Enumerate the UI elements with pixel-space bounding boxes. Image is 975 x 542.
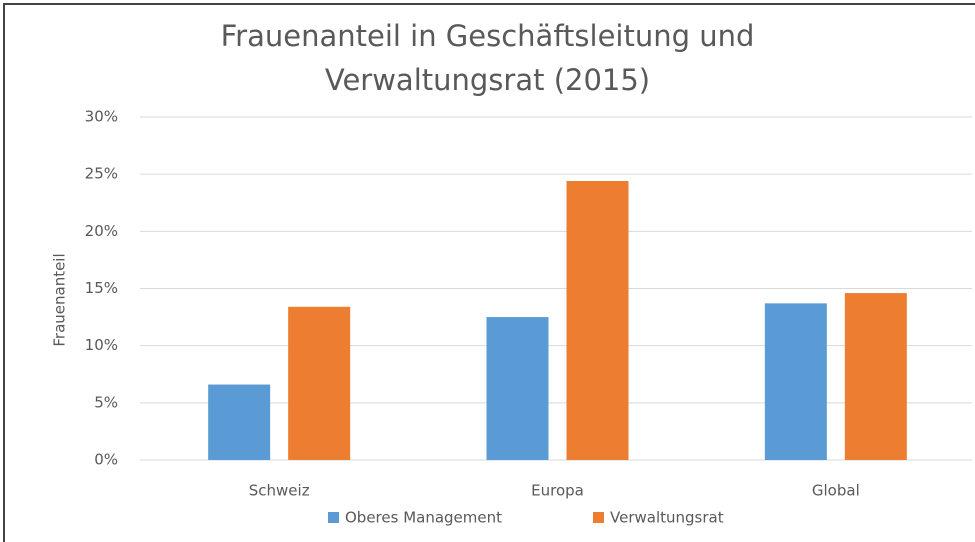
y-tick-label: 5% — [94, 393, 118, 411]
bar — [208, 384, 271, 460]
y-tick-label: 25% — [85, 165, 118, 183]
title-box: Frauenanteil in Geschäftsleitung und Ver… — [0, 14, 975, 102]
y-tick-label: 30% — [85, 108, 118, 126]
y-tick-label: 20% — [85, 222, 118, 240]
y-tick-label: 10% — [85, 336, 118, 354]
chart-title: Frauenanteil in Geschäftsleitung und Ver… — [220, 19, 755, 97]
legend-swatch — [593, 512, 604, 523]
frame — [3, 3, 975, 542]
x-tick-label: Global — [812, 482, 860, 500]
x-tick-label: Schweiz — [249, 482, 310, 500]
bar — [844, 293, 907, 460]
y-axis-label: Frauenanteil — [51, 253, 69, 346]
bar — [566, 181, 629, 460]
legend-label: Verwaltungsrat — [610, 509, 724, 527]
x-tick-label: Europa — [531, 482, 584, 500]
bar — [764, 303, 827, 460]
legend-label: Oberes Management — [345, 509, 502, 527]
bar — [486, 317, 549, 460]
y-tick-label: 15% — [85, 279, 118, 297]
bar — [288, 306, 351, 460]
y-tick-label: 0% — [94, 451, 118, 469]
legend-swatch — [328, 512, 339, 523]
